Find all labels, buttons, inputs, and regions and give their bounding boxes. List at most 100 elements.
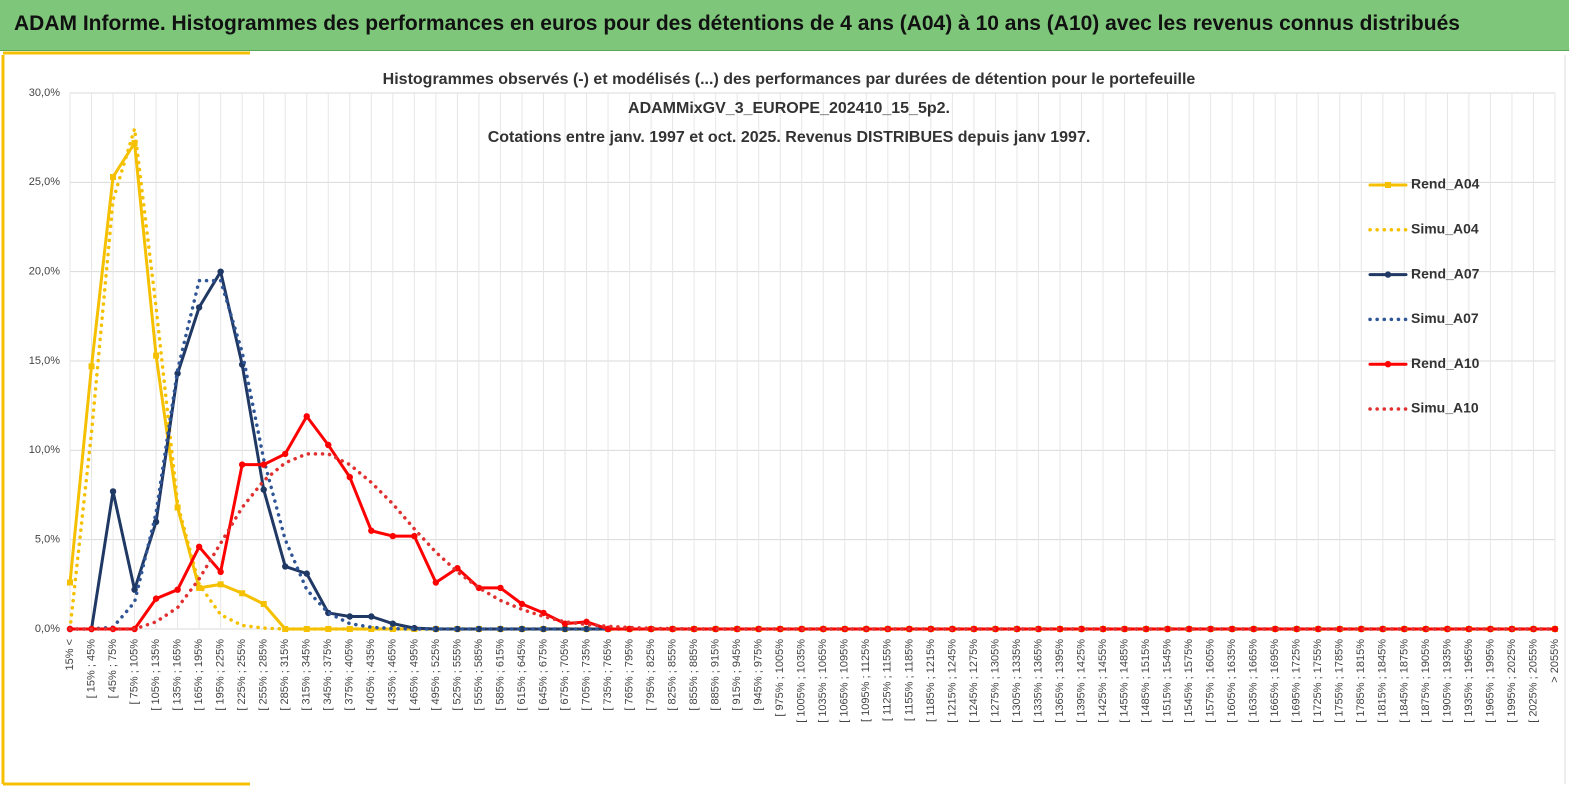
legend-label: Rend_A04: [1411, 176, 1480, 192]
marker: [1207, 625, 1214, 633]
x-tick-label: [ 1725% ; 1755%: [1312, 639, 1324, 723]
marker: [411, 532, 418, 540]
x-tick-label: [ 375% ; 405%: [344, 639, 356, 711]
x-tick-label: [ 1935% ; 1965%: [1463, 639, 1475, 723]
x-tick-label: [ 15% ; 45%: [85, 639, 97, 699]
marker: [368, 527, 375, 534]
x-tick-label: [ 1635% ; 1665%: [1248, 639, 1260, 723]
marker: [67, 579, 73, 586]
marker: [432, 579, 440, 586]
marker: [282, 450, 289, 458]
y-tick-label: 30,0%: [29, 87, 60, 99]
x-tick-label: [ 75% ; 105%: [128, 639, 140, 705]
x-tick-label: [ 855% ; 885%: [688, 639, 700, 711]
x-tick-label: [ 1665% ; 1695%: [1269, 639, 1281, 723]
x-tick-label: [ 105% ; 135%: [150, 639, 162, 711]
marker: [1099, 625, 1107, 633]
y-tick-label: 15,0%: [29, 355, 60, 367]
x-tick-label: [ 705% ; 735%: [580, 639, 592, 711]
marker: [1315, 625, 1322, 633]
legend-label: Rend_A07: [1411, 265, 1480, 281]
chart-title: Cotations entre janv. 1997 et oct. 2025.…: [488, 129, 1091, 146]
marker: [217, 581, 224, 588]
x-tick-label: [ 645% ; 675%: [537, 639, 549, 711]
marker: [561, 625, 569, 633]
legend-label: Simu_A10: [1411, 400, 1479, 416]
legend-marker: [1384, 361, 1392, 368]
x-tick-label: [ 1065% ; 1095%: [839, 639, 851, 723]
marker: [174, 370, 181, 377]
marker: [1250, 625, 1257, 633]
x-tick-label: [ 1335% ; 1365%: [1032, 639, 1044, 723]
x-tick-label: [ 135% ; 165%: [172, 639, 184, 711]
marker: [260, 600, 267, 607]
legend-label: Simu_A04: [1411, 221, 1479, 237]
marker: [368, 613, 375, 620]
x-tick-label: [ 1875% ; 1905%: [1420, 639, 1432, 723]
marker: [1228, 625, 1236, 633]
x-tick-label: [ 1215% ; 1245%: [946, 639, 958, 723]
marker: [389, 532, 397, 540]
x-tick-label: [ 1275% ; 1305%: [989, 639, 1001, 723]
x-tick-label: [ 1905% ; 1935%: [1441, 639, 1453, 723]
x-tick-label: [ 1455% ; 1485%: [1118, 639, 1130, 723]
marker: [497, 584, 504, 592]
marker: [454, 565, 461, 572]
x-tick-label: [ 1395% ; 1425%: [1075, 639, 1087, 723]
marker: [282, 563, 289, 570]
series-line: [68, 452, 1557, 631]
x-tick-label: [ 405% ; 435%: [365, 639, 377, 711]
x-tick-label: [ 945% ; 975%: [753, 639, 765, 711]
x-tick-label: [ 1965% ; 1995%: [1484, 639, 1496, 723]
x-tick-label: [ 345% ; 375%: [322, 639, 334, 711]
x-tick-label: [ 1245% ; 1275%: [968, 639, 980, 723]
x-tick-label: > 2055%: [1549, 639, 1561, 683]
marker: [131, 140, 138, 147]
marker: [303, 413, 310, 420]
x-tick-label: [ 675% ; 705%: [559, 639, 571, 711]
marker: [1164, 625, 1171, 633]
x-tick-label: [ 435% ; 465%: [387, 639, 399, 711]
x-tick-label: [ 1035% ; 1065%: [817, 639, 829, 723]
x-tick-label: [ 735% ; 765%: [602, 639, 614, 711]
marker: [239, 590, 246, 597]
chart-title: Histogrammes observés (-) et modélisés (…: [383, 71, 1196, 88]
marker: [217, 568, 224, 576]
legend-label: Rend_A10: [1411, 355, 1480, 371]
x-tick-label: [ 1815% ; 1845%: [1377, 639, 1389, 723]
x-tick-label: [ 465% ; 495%: [408, 639, 420, 711]
legend-label: Simu_A07: [1411, 310, 1479, 326]
marker: [1293, 625, 1300, 633]
x-tick-label: [ 1095% ; 1125%: [860, 639, 872, 722]
x-tick-label: [ 795% ; 825%: [645, 639, 657, 711]
x-tick-label: [ 45% ; 75%: [107, 639, 119, 699]
x-tick-label: [ 165% ; 195%: [193, 639, 205, 711]
chart-title: ADAMMixGV_3_EUROPE_202410_15_5p2.: [628, 100, 950, 117]
x-tick-label: [ 765% ; 795%: [623, 639, 635, 711]
x-tick-label: [ 1005% ; 1035%: [796, 639, 808, 723]
x-tick-label: [ 1365% ; 1395%: [1054, 639, 1066, 723]
x-tick-label: [ 1605% ; 1635%: [1226, 639, 1238, 723]
x-tick-label: [ 1485% ; 1515%: [1140, 639, 1152, 723]
x-tick-label: [ 1545% ; 1575%: [1183, 639, 1195, 723]
marker: [583, 618, 590, 626]
x-tick-label: [ 2025% ; 2055%: [1527, 639, 1539, 723]
marker: [454, 625, 461, 633]
x-tick-label: [ 1425% ; 1455%: [1097, 639, 1109, 723]
marker: [152, 595, 160, 602]
marker: [260, 486, 267, 493]
marker: [88, 363, 95, 370]
marker: [540, 625, 547, 633]
x-tick-label: [ 825% ; 855%: [667, 639, 679, 711]
x-tick-label: [ 1695% ; 1725%: [1291, 639, 1303, 723]
marker: [174, 586, 181, 593]
x-tick-label: [ 225% ; 255%: [236, 639, 248, 711]
marker: [346, 613, 353, 620]
x-tick-label: [ 1845% ; 1875%: [1398, 639, 1410, 723]
marker: [195, 543, 203, 551]
marker: [518, 600, 526, 608]
x-tick-label: [ 1155% ; 1185%: [903, 639, 915, 721]
marker: [109, 488, 117, 495]
series-line: [68, 414, 1557, 631]
